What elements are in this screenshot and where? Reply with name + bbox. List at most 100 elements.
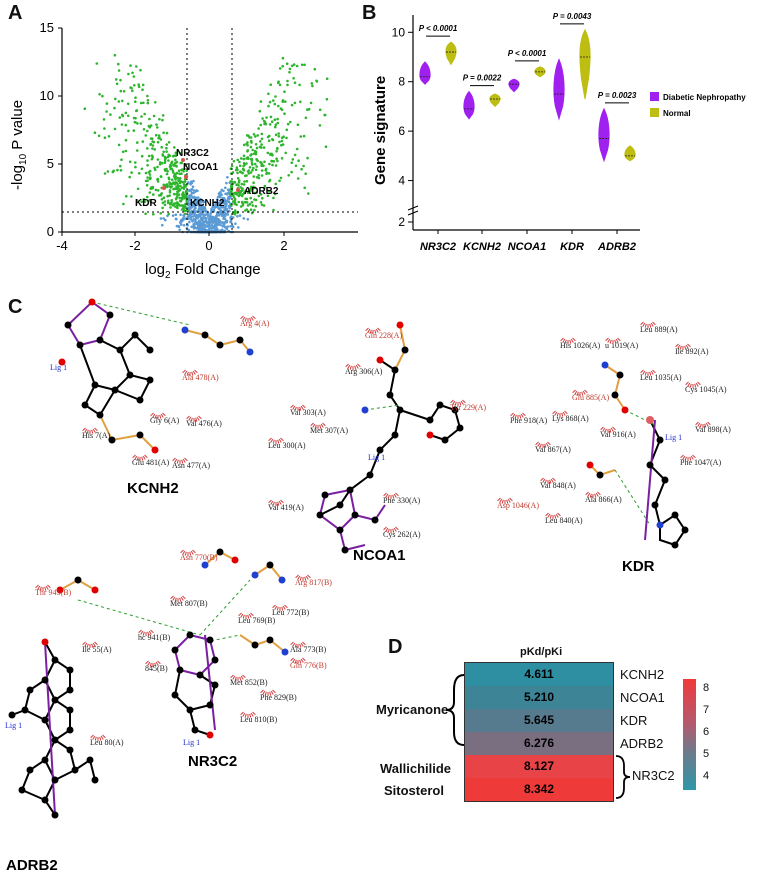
volcano-point <box>278 83 282 87</box>
hydrophobic-contact-mark <box>94 736 97 741</box>
volcano-xtick: 0 <box>205 238 212 253</box>
docking-diagrams: Lig 1 Arg 4(A) Ala 478(A) Gly 6(A) Val 4… <box>5 298 731 874</box>
volcano-point <box>260 162 264 166</box>
hydrophobic-contact-mark <box>91 429 94 434</box>
volcano-point <box>156 158 160 161</box>
residue-label: Met 307(A) <box>310 426 348 435</box>
hydrophobic-contact-mark <box>462 399 466 404</box>
heatmap-cell: 6.276 <box>465 732 613 755</box>
volcano-point <box>233 209 237 212</box>
hydrophobic-contact-mark <box>552 410 556 415</box>
volcano-point <box>125 195 128 198</box>
volcano-point <box>177 190 180 193</box>
volcano-point <box>149 187 152 190</box>
hydrophobic-contact-mark <box>677 344 681 349</box>
volcano-point <box>169 203 172 206</box>
volcano-point <box>142 101 145 105</box>
volcano-point <box>206 212 210 216</box>
volcano-point <box>235 166 239 169</box>
hydrophobic-contact-mark <box>47 584 51 589</box>
hydrophobic-contact-mark <box>684 456 687 461</box>
hydrophobic-contact-mark <box>652 321 656 326</box>
volcano-point <box>318 124 322 127</box>
panel-label-c: C <box>8 296 23 318</box>
residue-label: Arg 306(A) <box>345 367 383 376</box>
volcano-point <box>162 131 165 134</box>
volcano-point <box>119 164 122 168</box>
volcano-point <box>156 140 160 144</box>
volcano-point <box>103 127 106 130</box>
volcano-point <box>121 113 124 117</box>
volcano-point <box>266 194 270 198</box>
volcano-point <box>151 147 154 150</box>
volcano-point <box>146 147 149 150</box>
violin-KCNH2-normal <box>489 93 501 108</box>
hydrophobic-contact-mark <box>615 338 619 343</box>
hydrophobic-contact-mark <box>552 477 556 482</box>
hydrophobic-contact-mark <box>545 442 549 447</box>
hydrophobic-contact-mark <box>159 414 162 419</box>
hydrophobic-contact-mark <box>150 629 154 634</box>
volcano-point <box>169 186 172 189</box>
residue-label: Val 867(A) <box>535 445 571 454</box>
volcano-point <box>191 185 195 188</box>
volcano-point <box>167 159 170 162</box>
residue-label: Phe 330(A) <box>383 496 420 505</box>
volcano-point <box>152 114 156 118</box>
hydrophobic-contact-mark <box>687 382 691 387</box>
volcano-point <box>238 160 241 164</box>
hydrophobic-contact-mark <box>604 428 607 433</box>
volcano-point <box>272 99 275 102</box>
volcano-point <box>189 215 193 219</box>
hydrophobic-contact-mark <box>45 585 49 590</box>
volcano-point <box>116 168 119 172</box>
hydrophobic-contact-mark <box>182 550 186 555</box>
hydrophobic-contact-mark <box>614 339 617 344</box>
volcano-point <box>182 208 186 212</box>
volcano-point <box>254 152 258 156</box>
volcano-point <box>146 176 149 179</box>
volcano-point <box>161 114 165 117</box>
hydrophobic-contact-mark <box>269 691 272 696</box>
hydrophobic-contact-mark <box>292 405 296 410</box>
volcano-point <box>163 200 167 203</box>
volcano-point <box>121 99 124 103</box>
volcano-point <box>216 195 220 199</box>
volcano-point <box>191 196 194 199</box>
volcano-point <box>164 218 167 222</box>
volcano-point <box>136 187 140 191</box>
hydrophobic-contact-mark <box>198 415 202 420</box>
volcano-point <box>172 154 176 158</box>
hydrophobic-contact-mark <box>395 492 399 497</box>
volcano-point <box>142 128 146 131</box>
hydrophobic-contact-mark <box>276 606 279 611</box>
volcano-point <box>259 123 263 127</box>
volcano-point <box>224 186 227 190</box>
volcano-point <box>129 64 132 67</box>
volcano-point <box>215 213 219 216</box>
hydrophobic-contact-mark <box>617 337 621 342</box>
volcano-point <box>166 199 170 203</box>
volcano-point <box>257 174 261 177</box>
hydrophobic-contact-mark <box>499 498 503 503</box>
volcano-point <box>221 225 224 228</box>
volcano-point <box>190 188 194 191</box>
volcano-point <box>280 143 283 147</box>
volcano-point <box>226 176 229 179</box>
volcano-point <box>156 165 159 169</box>
residue-label: Ala 866(A) <box>585 495 622 504</box>
colorbar-tick: 7 <box>703 704 710 716</box>
volcano-point <box>126 102 130 106</box>
volcano-point <box>166 170 169 173</box>
hydrophobic-contact-mark <box>240 711 244 716</box>
volcano-point <box>249 157 253 161</box>
residue-label: Val 476(A) <box>186 419 222 428</box>
volcano-point <box>261 117 264 120</box>
volcano-point <box>160 145 163 149</box>
volcano-point <box>302 134 306 138</box>
volcano-point <box>175 217 178 221</box>
volcano-point <box>245 201 249 204</box>
hydrophobic-contact-mark <box>157 660 161 665</box>
hydrophobic-contact-mark <box>539 443 542 448</box>
volcano-point <box>257 127 260 130</box>
